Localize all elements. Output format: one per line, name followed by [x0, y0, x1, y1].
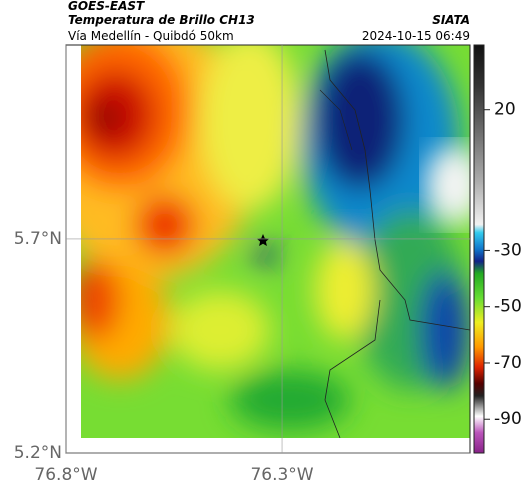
product: Temperatura de Brillo CH13	[68, 13, 255, 27]
colorbar-tick-label: -50	[494, 297, 522, 317]
colorbar-tick-label: -90	[494, 409, 522, 429]
lon-tick-label: 76.8°W	[34, 465, 97, 485]
axes: 76.8°W 76.3°W 5.7°N 5.2°N 20 -30 -50 -70 -90	[14, 45, 522, 485]
boundary	[319, 89, 353, 151]
lat-tick-label: 5.7°N	[14, 229, 62, 249]
route: Vía Medellín - Quibdó 50km	[68, 29, 234, 43]
datetime: 2024-10-15 06:49	[362, 29, 470, 43]
boundary	[324, 299, 381, 438]
boundary	[324, 49, 470, 331]
org: SIATA	[432, 13, 470, 27]
lat-tick-label: 5.2°N	[14, 443, 62, 463]
temperature-field	[81, 45, 470, 438]
lon-tick-label: 76.3°W	[250, 465, 313, 485]
satellite: GOES-EAST	[68, 0, 145, 13]
colorbar-tick-label: 20	[494, 100, 516, 120]
colorbar-tick-label: -70	[494, 353, 522, 373]
colorbar	[473, 44, 485, 454]
colorbar-tick-label: -30	[494, 240, 522, 260]
location-marker	[256, 234, 270, 246]
